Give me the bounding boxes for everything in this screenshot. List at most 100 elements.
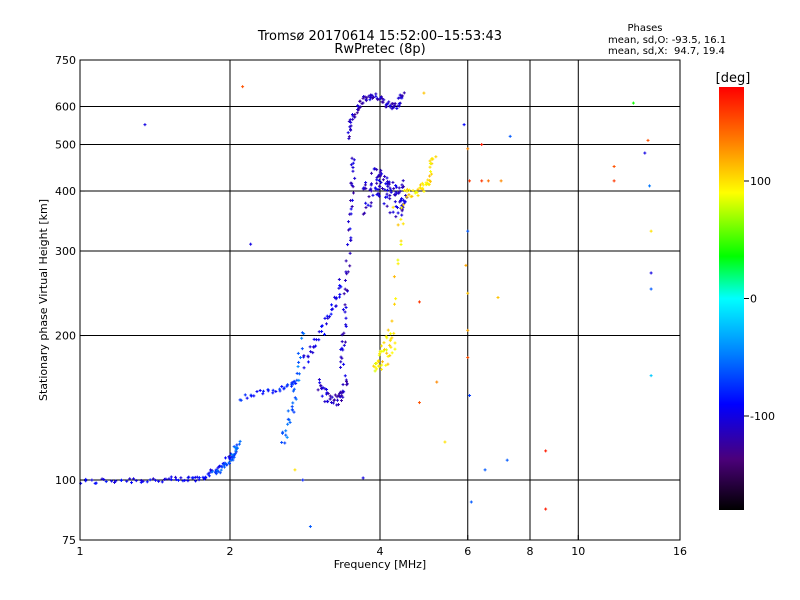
data-point [132, 477, 136, 481]
data-point [335, 398, 339, 402]
x-tick-label: 16 [673, 545, 687, 558]
x-tick-label: 4 [377, 545, 384, 558]
data-point [388, 193, 392, 197]
data-point [302, 354, 306, 358]
data-point [296, 365, 300, 369]
data-point [337, 277, 341, 281]
data-point [333, 393, 337, 397]
data-point [345, 272, 349, 276]
y-tick-label: 75 [62, 534, 76, 547]
data-point [369, 183, 373, 187]
data-point [427, 183, 431, 187]
phase-info-header: Phases [627, 23, 662, 34]
data-point [373, 369, 377, 373]
data-point [233, 445, 237, 449]
data-point [499, 179, 503, 183]
data-point [393, 341, 397, 345]
data-point [400, 206, 404, 210]
data-point [340, 346, 344, 350]
data-point [339, 365, 343, 369]
data-point [396, 262, 400, 266]
data-point [245, 396, 249, 400]
data-point [646, 138, 650, 142]
data-point [169, 478, 173, 482]
data-point [223, 456, 227, 460]
data-point [353, 176, 357, 180]
data-point [365, 96, 369, 100]
data-point [364, 187, 368, 191]
data-point [416, 194, 420, 198]
data-point [349, 207, 353, 211]
data-point [128, 477, 132, 481]
data-point [394, 215, 398, 219]
data-point [394, 192, 398, 196]
data-point [399, 199, 403, 203]
data-point [385, 348, 389, 352]
data-point [375, 168, 379, 172]
data-point [301, 478, 305, 482]
data-point [291, 401, 295, 405]
data-point [544, 449, 548, 453]
data-point [316, 388, 320, 392]
data-point [393, 347, 397, 351]
data-point [302, 366, 306, 370]
data-point [341, 308, 345, 312]
data-point [148, 478, 152, 482]
data-point [352, 191, 356, 195]
data-point [348, 251, 352, 255]
data-point [300, 336, 304, 340]
y-tick-label: 400 [55, 185, 76, 198]
data-point [416, 187, 420, 191]
data-point [391, 210, 395, 214]
data-point [380, 367, 384, 371]
data-point [252, 394, 256, 398]
x-axis-label: Frequency [MHz] [334, 558, 426, 571]
data-point [320, 386, 324, 390]
data-point [434, 155, 438, 159]
data-point [238, 442, 242, 446]
data-point [464, 263, 468, 267]
data-point [94, 481, 98, 485]
data-point [369, 201, 373, 205]
data-point [326, 316, 330, 320]
data-point [154, 478, 158, 482]
data-point [396, 96, 400, 100]
data-point [157, 479, 161, 483]
data-point [282, 387, 286, 391]
data-point [612, 179, 616, 183]
data-point [369, 95, 373, 99]
data-point [338, 292, 342, 296]
data-point [358, 99, 362, 103]
phase-info-o-mode: mean, sd,O: -93.5, 16.1 [608, 35, 726, 46]
data-point [239, 398, 243, 402]
data-point [349, 163, 353, 167]
data-point [395, 106, 399, 110]
data-point [377, 179, 381, 183]
data-point [649, 374, 653, 378]
data-point [130, 481, 134, 485]
data-point [378, 170, 382, 174]
data-point [428, 174, 432, 178]
data-point [285, 435, 289, 439]
data-point [649, 229, 653, 233]
x-tick-label: 1 [77, 545, 84, 558]
data-point [285, 383, 289, 387]
data-point [344, 323, 348, 327]
data-point [325, 387, 329, 391]
data-point [428, 159, 432, 163]
data-point [381, 186, 385, 190]
data-point [393, 200, 397, 204]
data-point [224, 462, 228, 466]
data-point [480, 143, 484, 147]
y-tick-label: 600 [55, 101, 76, 114]
data-point [342, 343, 346, 347]
data-point [343, 278, 347, 282]
data-point [195, 475, 199, 479]
data-point [612, 164, 616, 168]
data-point [401, 94, 405, 98]
data-point [281, 430, 285, 434]
data-point [337, 403, 341, 407]
data-point [160, 480, 164, 484]
chart-title: Tromsø 20170614 15:52:00–15:53:43 [257, 29, 502, 44]
data-point [343, 303, 347, 307]
